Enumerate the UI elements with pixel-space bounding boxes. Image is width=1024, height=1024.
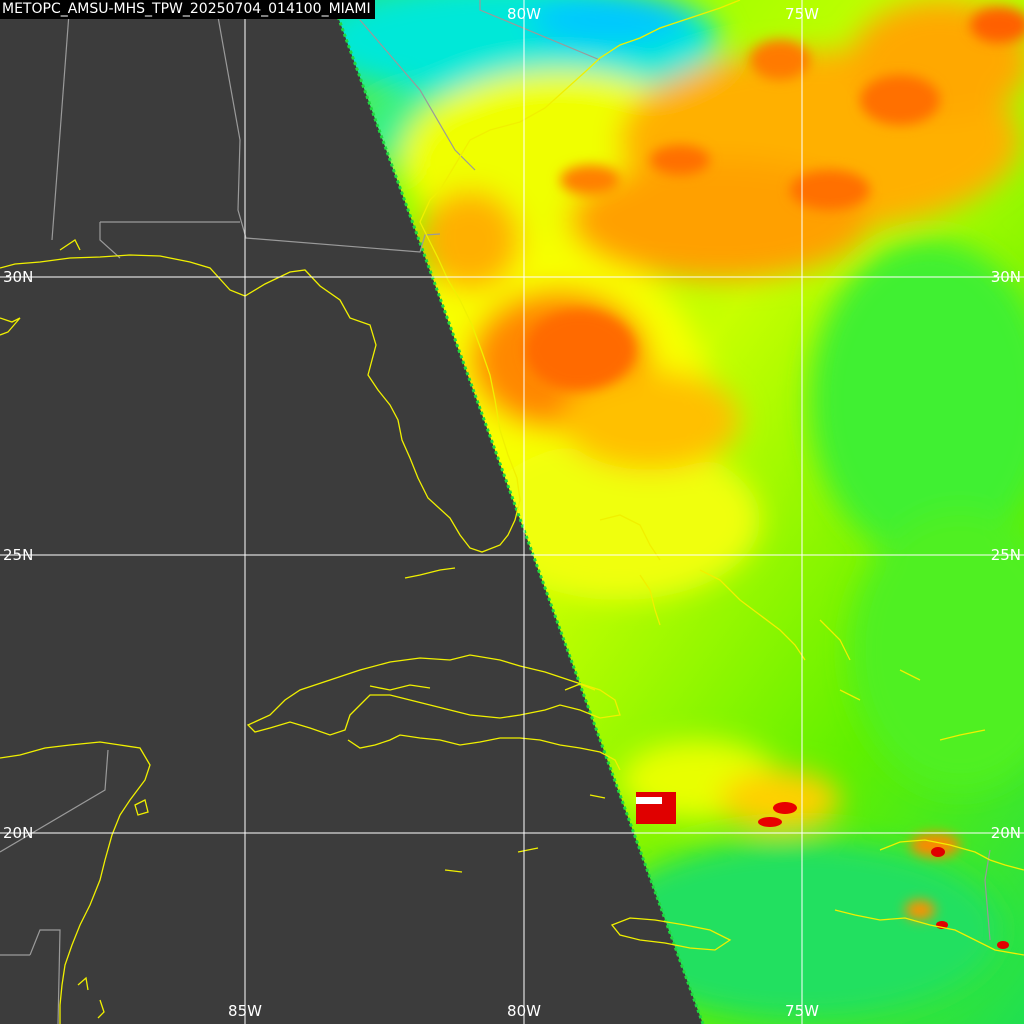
lat-label-left-30n: 30N xyxy=(3,268,33,286)
lon-label-top-75w: 75W xyxy=(785,5,819,23)
lat-label-right-25n: 25N xyxy=(991,546,1021,564)
graticule-labels: 80W 75W 85W 80W 75W 30N 25N 20N 30N 25N … xyxy=(3,5,1021,1020)
lon-label-bottom-75w: 75W xyxy=(785,1002,819,1020)
lat-label-right-20n: 20N xyxy=(991,824,1021,842)
lat-label-left-20n: 20N xyxy=(3,824,33,842)
lat-label-right-30n: 30N xyxy=(991,268,1021,286)
swath-edge xyxy=(330,0,705,1024)
lon-label-top-80w: 80W xyxy=(507,5,541,23)
lon-label-bottom-80w: 80W xyxy=(507,1002,541,1020)
lon-label-bottom-85w: 85W xyxy=(228,1002,262,1020)
product-title: METOPC_AMSU-MHS_TPW_20250704_014100_MIAM… xyxy=(0,0,375,19)
lat-label-left-25n: 25N xyxy=(3,546,33,564)
political-borders xyxy=(0,0,991,1024)
